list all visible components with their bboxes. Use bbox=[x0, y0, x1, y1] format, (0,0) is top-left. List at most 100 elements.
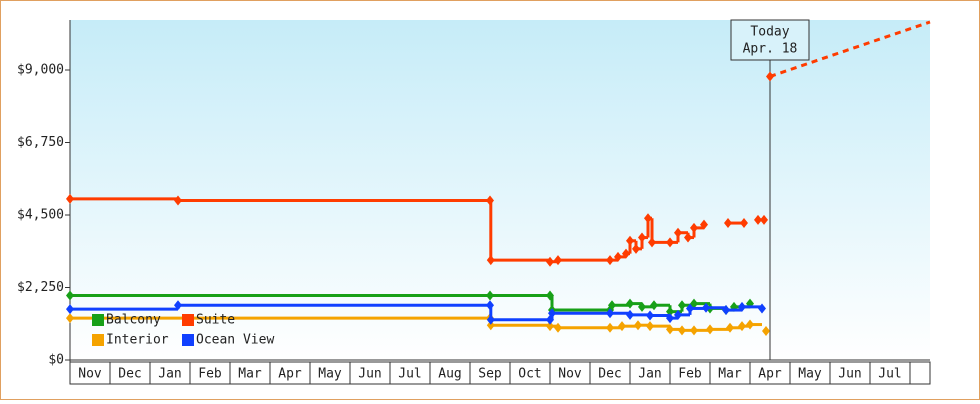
price-point bbox=[706, 324, 714, 335]
y-tick-label: $6,750 bbox=[17, 135, 64, 150]
price-point bbox=[740, 218, 748, 229]
price-point bbox=[690, 222, 698, 233]
price-point bbox=[618, 321, 626, 332]
price-point bbox=[722, 305, 730, 316]
price-point bbox=[646, 310, 654, 321]
y-tick-label: $2,250 bbox=[17, 280, 64, 295]
price-point bbox=[546, 321, 554, 332]
price-point bbox=[66, 193, 74, 204]
price-point bbox=[626, 235, 634, 246]
price-point bbox=[758, 303, 766, 314]
price-point bbox=[606, 308, 614, 319]
price-point bbox=[626, 298, 634, 309]
price-point bbox=[738, 321, 746, 332]
price-point bbox=[634, 320, 642, 331]
x-tick-label: Apr bbox=[758, 367, 782, 382]
price-point bbox=[678, 300, 686, 311]
price-point bbox=[702, 302, 710, 313]
price-point bbox=[66, 290, 74, 301]
price-point bbox=[606, 255, 614, 266]
price-point bbox=[686, 303, 694, 314]
x-tick-label: Nov bbox=[558, 367, 582, 382]
price-point bbox=[174, 300, 182, 311]
price-point bbox=[760, 214, 768, 225]
today-label: Today bbox=[750, 25, 789, 40]
legend-swatch bbox=[92, 314, 104, 326]
price-point bbox=[486, 320, 495, 331]
x-tick-label: Jul bbox=[878, 367, 901, 382]
today-box bbox=[730, 19, 810, 61]
x-tick-label: Nov bbox=[78, 367, 102, 382]
price-point bbox=[486, 290, 494, 301]
x-tick-label: Feb bbox=[198, 367, 222, 382]
price-point bbox=[546, 290, 554, 301]
price-point bbox=[754, 214, 762, 225]
today-label: Apr. 18 bbox=[743, 42, 798, 57]
x-tick-label: Mar bbox=[238, 367, 262, 382]
x-tick-label: Jan bbox=[158, 367, 181, 382]
x-tick-label: Apr bbox=[278, 367, 302, 382]
legend-swatch bbox=[182, 314, 194, 326]
y-tick-label: $9,000 bbox=[17, 63, 64, 78]
price-point bbox=[666, 313, 674, 324]
price-point bbox=[690, 325, 698, 336]
plot-area bbox=[70, 20, 930, 360]
price-point bbox=[674, 227, 682, 238]
price-point bbox=[666, 324, 674, 335]
price-point bbox=[738, 301, 746, 312]
price-point bbox=[684, 232, 692, 243]
y-tick-label: $4,500 bbox=[17, 208, 64, 223]
x-tick-label: Aug bbox=[438, 367, 461, 382]
legend-label: Interior bbox=[106, 333, 169, 348]
price-point bbox=[548, 308, 556, 319]
price-point bbox=[626, 309, 634, 320]
price-point bbox=[638, 232, 646, 243]
price-point bbox=[486, 300, 494, 311]
price-point bbox=[554, 255, 562, 266]
price-point bbox=[554, 322, 562, 333]
x-tick-label: Jul bbox=[398, 367, 421, 382]
price-point bbox=[486, 255, 495, 266]
x-tick-label: Dec bbox=[598, 367, 621, 382]
price-point bbox=[638, 301, 646, 312]
x-tick-label: Jan bbox=[638, 367, 661, 382]
price-point bbox=[608, 300, 616, 311]
x-tick-label: Jun bbox=[358, 367, 381, 382]
x-tick-label: Dec bbox=[118, 367, 141, 382]
price-point bbox=[726, 322, 734, 333]
price-point bbox=[762, 326, 770, 337]
price-point bbox=[174, 195, 182, 206]
y-tick-label: $0 bbox=[48, 353, 64, 368]
x-tick-label: Sep bbox=[478, 367, 502, 382]
x-tick-label: May bbox=[798, 367, 822, 382]
price-point bbox=[486, 195, 494, 206]
x-tick-label: May bbox=[318, 367, 342, 382]
price-point bbox=[746, 319, 754, 330]
price-point bbox=[674, 309, 682, 320]
legend-label: Balcony bbox=[106, 313, 161, 328]
month-cell bbox=[909, 361, 931, 385]
price-point bbox=[66, 304, 74, 315]
price-point bbox=[622, 248, 630, 259]
price-point bbox=[724, 218, 732, 229]
price-point bbox=[666, 237, 674, 248]
price-point bbox=[66, 313, 74, 324]
legend-label: Suite bbox=[196, 313, 235, 328]
price-point bbox=[546, 256, 554, 267]
x-tick-label: Mar bbox=[718, 367, 742, 382]
price-point bbox=[650, 300, 658, 311]
price-point bbox=[644, 213, 652, 224]
x-tick-label: Jun bbox=[838, 367, 861, 382]
price-point bbox=[766, 71, 774, 82]
price-point bbox=[646, 321, 654, 332]
legend-swatch bbox=[92, 334, 104, 346]
x-tick-label: Feb bbox=[678, 367, 702, 382]
legend-label: Ocean View bbox=[196, 333, 274, 348]
legend-swatch bbox=[182, 334, 194, 346]
price-point bbox=[632, 243, 640, 254]
x-tick-label: Oct bbox=[518, 367, 541, 382]
price-point bbox=[648, 237, 656, 248]
price-point bbox=[700, 219, 708, 230]
price-point bbox=[614, 251, 622, 262]
